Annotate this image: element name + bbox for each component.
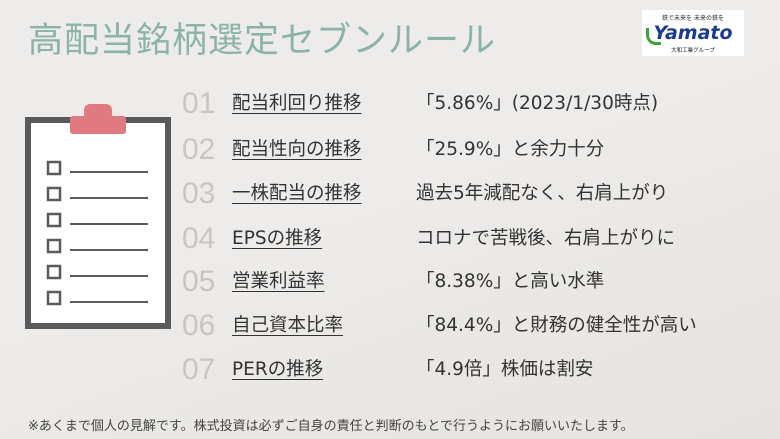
logo-tagline: 鉄で未来を 未来の鉄を	[662, 15, 724, 22]
rule-value: 「84.4%」と財務の健全性が高い	[416, 315, 697, 336]
rule-label: PERの推移	[232, 359, 324, 380]
rule-number: 04	[182, 222, 216, 255]
rule-label: 配当利回り推移	[232, 93, 362, 114]
rule-number: 02	[182, 133, 216, 166]
rule-value: コロナで苦戦後、右肩上がりに	[416, 228, 676, 249]
rule-value: 「25.9%」と余力十分	[416, 139, 605, 160]
clipboard-checklist-icon	[24, 100, 172, 330]
rule-value: 「8.38%」と高い水準	[416, 271, 605, 292]
rule-number: 06	[182, 309, 216, 342]
disclaimer-text: ※あくまで個人の見解です。株式投資は必ずご自身の責任と判断のもとで行うようにお願…	[28, 419, 634, 434]
rule-label: 一株配当の推移	[232, 183, 362, 204]
rule-number: 07	[182, 353, 216, 386]
logo-wordmark: Yamato	[653, 22, 733, 44]
rule-number: 05	[182, 265, 216, 298]
rule-label: 配当性向の推移	[232, 139, 362, 160]
rule-label: 営業利益率	[232, 271, 325, 292]
rule-value: 「5.86%」(2023/1/30時点)	[416, 93, 659, 114]
page-title: 高配当銘柄選定セブンルール	[28, 21, 497, 61]
rule-value: 「4.9倍」株価は割安	[416, 359, 594, 380]
rule-value: 過去5年減配なく、右肩上がり	[416, 183, 669, 204]
yamato-logo: 鉄で未来を 未来の鉄を Yamato 大和工業グループ	[642, 10, 744, 56]
logo-swoosh-icon	[646, 28, 661, 45]
rule-label: 自己資本比率	[232, 315, 344, 336]
logo-subtitle: 大和工業グループ	[671, 48, 715, 54]
rule-number: 01	[182, 87, 216, 120]
rule-number: 03	[182, 177, 216, 210]
rule-label: EPSの推移	[232, 228, 323, 249]
